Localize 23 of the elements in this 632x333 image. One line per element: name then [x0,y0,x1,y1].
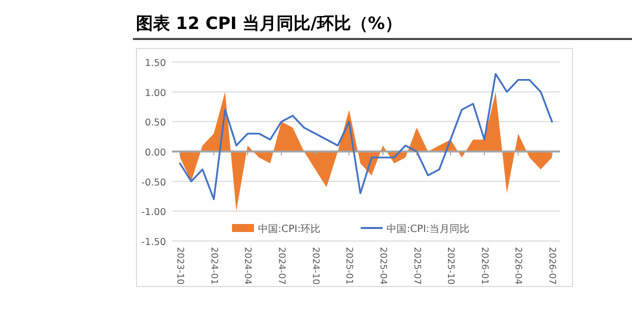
x-tick-label: 2024-01 [208,247,218,285]
x-tick-label: 2024-07 [276,247,286,285]
x-tick-label: 2026-01 [478,247,489,285]
y-tick-label: 0.00 [144,148,166,158]
chart-title: 图表 12 CPI 当月同比/环比（%） [136,14,402,34]
x-tick-label: 2026-07 [546,247,557,285]
legend-label: 中国:CPI:当月同比 [386,223,470,235]
x-tick-label: 2024-04 [242,247,252,285]
x-tick-label: 2025-04 [377,247,388,285]
y-tick-label: -1.00 [141,207,166,218]
x-tick-label: 2024-10 [310,247,320,285]
y-tick-label: -0.50 [141,177,166,188]
line-series [179,73,553,200]
x-tick-label: 2023-10 [174,247,185,285]
x-tick-label: 2025-07 [411,247,422,285]
y-tick-label: 0.50 [144,118,166,129]
legend-label: 中国:CPI:环比 [258,223,321,235]
x-tick-label: 2025-01 [344,247,354,285]
x-tick-label: 2025-10 [445,247,456,285]
y-tick-label: -1.50 [141,237,166,248]
y-tick-label: 1.00 [144,88,166,99]
x-tick-label: 2026-04 [512,247,523,285]
y-tick-label: 1.50 [144,58,166,69]
